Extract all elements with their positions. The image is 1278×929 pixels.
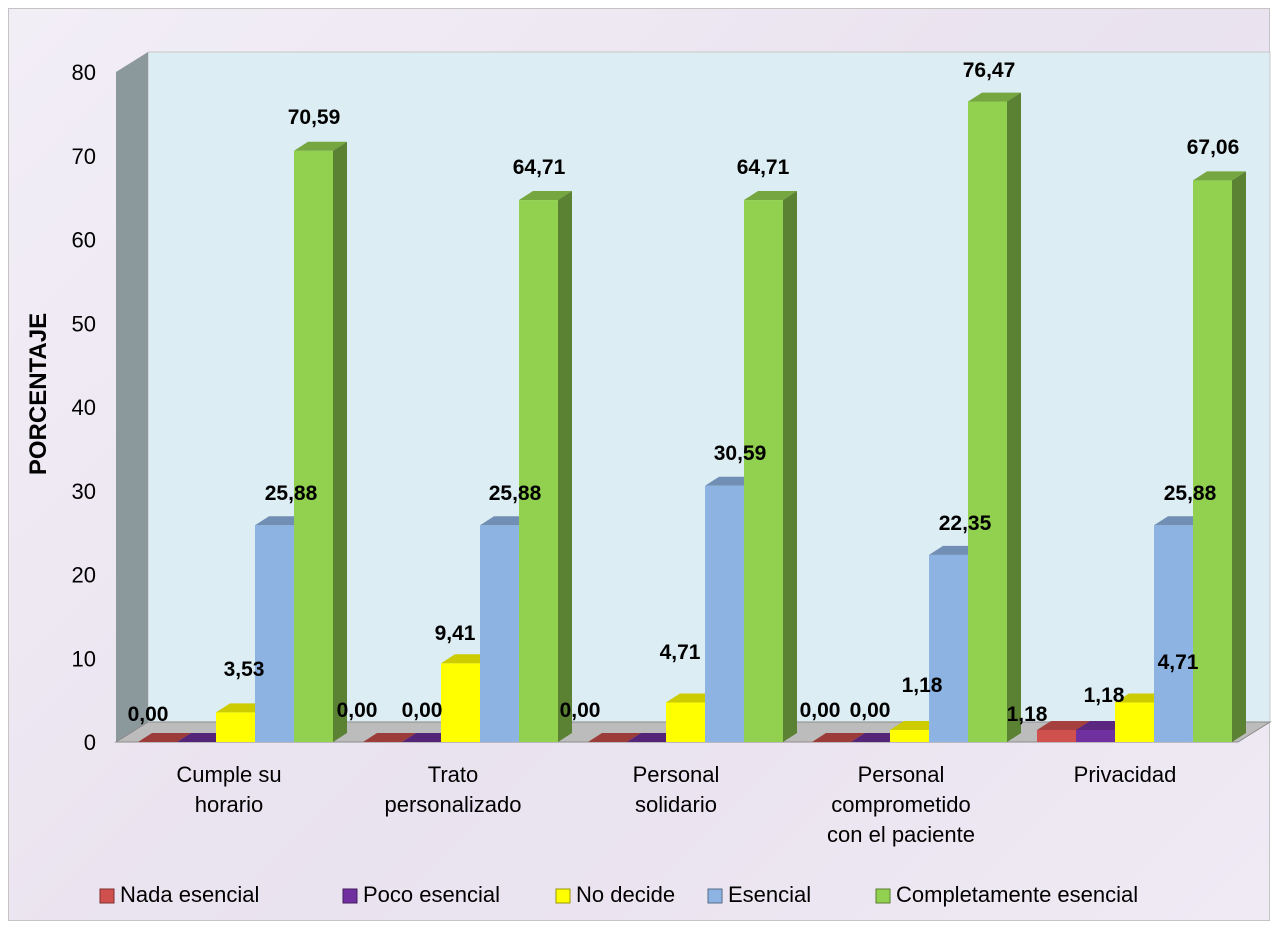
side-wall (116, 52, 148, 742)
bar-front (1154, 525, 1193, 742)
legend-label: Completamente esencial (896, 882, 1138, 907)
data-label: 3,53 (224, 658, 265, 681)
bar-front (1037, 730, 1076, 742)
bar-top (294, 141, 347, 151)
data-label: 9,41 (435, 622, 476, 645)
data-label: 0,00 (800, 699, 841, 722)
bars (138, 92, 1246, 743)
bar-top (519, 191, 572, 201)
data-label: 0,00 (402, 699, 443, 722)
legend-label: Esencial (728, 882, 811, 907)
y-tick-label: 70 (72, 144, 96, 169)
bar-front (480, 525, 519, 742)
bar-front (1193, 180, 1232, 742)
legend: Nada esencial Poco esencial No decide Esenc… (99, 882, 1138, 907)
data-label: 1,18 (1007, 703, 1048, 726)
legend-label: No decide (576, 882, 675, 907)
category-label: Trato (428, 762, 479, 787)
data-label: 1,18 (902, 674, 943, 697)
data-label: 0,00 (337, 699, 378, 722)
bar-flat (363, 733, 416, 742)
bar-side (783, 191, 797, 742)
x-axis: Cumple su horario Trato personalizado Person… (176, 762, 1176, 847)
legend-swatch (707, 888, 723, 904)
data-label: 1,18 (1084, 684, 1125, 707)
data-label: 0,00 (850, 699, 891, 722)
legend-swatch (555, 888, 571, 904)
bar-front (519, 200, 558, 742)
y-tick-label: 60 (72, 228, 96, 253)
bar-front (216, 712, 255, 742)
y-axis: 0 10 20 30 40 50 60 70 80 (72, 60, 96, 755)
data-label: 64,71 (513, 156, 566, 179)
bar-side (333, 141, 347, 743)
bar-top (744, 191, 797, 201)
bar-flat (138, 733, 191, 742)
data-label: 25,88 (265, 482, 318, 505)
bar-front (1115, 702, 1154, 742)
category-label: con el paciente (827, 822, 975, 847)
data-label: 22,35 (939, 512, 992, 535)
bar-front (294, 150, 333, 743)
category-label: Personal (633, 762, 720, 787)
data-labels: 0,00 3,53 25,88 70,59 0,00 0,00 9,41 25,88 64,71… (128, 59, 1240, 726)
y-tick-label: 10 (72, 646, 96, 671)
data-label: 4,71 (1158, 651, 1199, 674)
data-label: 25,88 (489, 482, 542, 505)
y-tick-label: 40 (72, 395, 96, 420)
y-tick-label: 20 (72, 563, 96, 588)
bar-front (666, 702, 705, 742)
bar-top (1193, 171, 1246, 181)
bar-top (1037, 721, 1090, 730)
y-tick-label: 80 (72, 60, 96, 85)
bar-front (255, 525, 294, 742)
category-label: Cumple su (176, 762, 281, 787)
bar-front (744, 200, 783, 742)
data-label: 70,59 (288, 106, 341, 129)
bar-front (890, 730, 929, 742)
data-label: 76,47 (963, 59, 1016, 82)
y-axis-title: PORCENTAJE (25, 313, 52, 475)
data-label: 64,71 (737, 156, 790, 179)
category-label: Privacidad (1074, 762, 1177, 787)
legend-swatch (342, 888, 358, 904)
bar-side (1007, 92, 1021, 743)
category-label: horario (195, 792, 263, 817)
legend-label: Nada esencial (120, 882, 259, 907)
bar-side (558, 191, 572, 742)
data-label: 25,88 (1164, 482, 1217, 505)
bar-side (1232, 171, 1246, 742)
bar-top (968, 92, 1021, 102)
category-label: solidario (635, 792, 717, 817)
y-tick-label: 50 (72, 311, 96, 336)
category-label: comprometido (831, 792, 970, 817)
data-label: 4,71 (660, 641, 701, 664)
y-tick-label: 30 (72, 479, 96, 504)
bar-front (705, 485, 744, 742)
legend-label: Poco esencial (363, 882, 500, 907)
y-tick-label: 0 (84, 730, 96, 755)
bar-flat (812, 733, 865, 742)
data-label: 67,06 (1187, 136, 1240, 159)
category-label: Personal (858, 762, 945, 787)
data-label: 0,00 (128, 703, 169, 726)
category-label: personalizado (385, 792, 522, 817)
bar-front (929, 554, 968, 742)
data-label: 30,59 (714, 442, 767, 465)
data-label: 0,00 (560, 699, 601, 722)
bar-flat (588, 733, 641, 742)
bar-front (1076, 730, 1115, 742)
bar-front (968, 101, 1007, 743)
bar-front (441, 663, 480, 742)
legend-swatch (875, 888, 891, 904)
legend-swatch (99, 888, 115, 904)
